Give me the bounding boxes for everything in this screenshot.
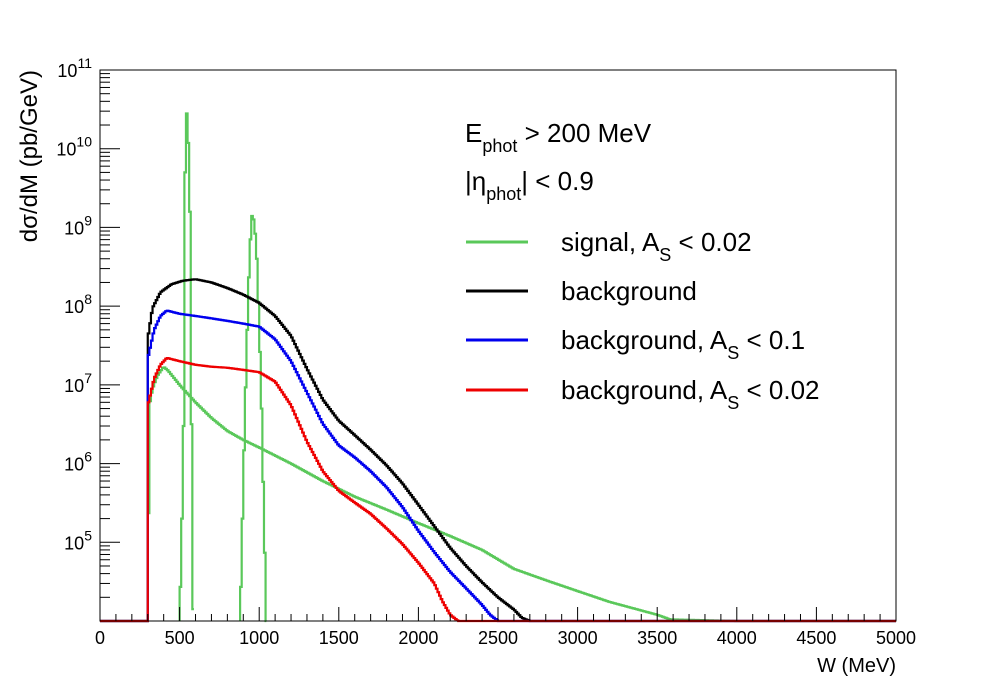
series-peak-0-1 <box>239 214 267 623</box>
annotation-0-sub: phot <box>482 136 517 156</box>
y-tick-exponent: 9 <box>84 212 92 228</box>
legend-label-3-sub: S <box>727 393 739 413</box>
series-peak-0-0 <box>178 112 194 621</box>
y-tick-base: 10 <box>64 455 84 475</box>
y-axis-title: dσ/dM (pb/GeV) <box>16 70 43 242</box>
legend-label-0: signal, AS < 0.02 <box>561 227 752 265</box>
y-tick-exponent: 10 <box>76 134 92 150</box>
annotations: Ephot > 200 MeV|ηphot| < 0.9 <box>465 118 652 204</box>
annotation-1: |ηphot| < 0.9 <box>465 166 594 204</box>
y-tick-label: 107 <box>64 370 92 396</box>
y-tick-label: 109 <box>64 212 92 238</box>
legend-label-0-main: signal, A <box>561 227 660 257</box>
x-tick-label: 4500 <box>796 628 836 648</box>
y-tick-label: 106 <box>64 449 92 475</box>
legend-label-1: background <box>561 276 697 306</box>
legend-label-3: background, AS < 0.02 <box>561 375 819 413</box>
annotation-0: Ephot > 200 MeV <box>465 118 652 156</box>
legend-label-0-sub: S <box>659 245 671 265</box>
x-axis-title: W (MeV) <box>817 655 896 677</box>
legend-label-2-main: background, A <box>561 325 728 355</box>
legend-label-2: background, AS < 0.1 <box>561 325 805 363</box>
annotation-1-sub: phot <box>486 184 521 204</box>
y-tick-base: 10 <box>64 218 84 238</box>
x-tick-label: 500 <box>165 628 195 648</box>
y-tick-label: 105 <box>64 527 92 553</box>
x-tick-label: 2500 <box>478 628 518 648</box>
legend-label-0-rest: < 0.02 <box>671 227 751 257</box>
x-tick-label: 3000 <box>558 628 598 648</box>
x-tick-label: 4000 <box>717 628 757 648</box>
x-tick-label: 1000 <box>239 628 279 648</box>
y-tick-base: 10 <box>57 61 77 81</box>
y-tick-exponent: 8 <box>84 291 92 307</box>
legend-label-3-main: background, A <box>561 375 728 405</box>
legend-label-1-main: background <box>561 276 697 306</box>
x-axis: 0 500 1000 1500 2000 2500 3000 3500 4000 4500 5000 <box>95 607 916 648</box>
y-tick-label: 1011 <box>57 55 92 81</box>
y-tick-exponent: 6 <box>84 449 92 465</box>
y-tick-label: 108 <box>64 291 92 317</box>
annotation-1-rest: | < 0.9 <box>521 166 594 196</box>
x-tick-label: 3500 <box>637 628 677 648</box>
y-tick-base: 10 <box>64 376 84 396</box>
annotation-0-rest: > 200 MeV <box>517 118 651 148</box>
y-tick-exponent: 7 <box>84 370 92 386</box>
x-tick-label: 5000 <box>876 628 916 648</box>
y-tick-base: 10 <box>56 140 76 160</box>
legend-label-2-rest: < 0.1 <box>739 325 805 355</box>
annotation-0-main: E <box>465 118 482 148</box>
y-tick-base: 10 <box>64 533 84 553</box>
x-tick-label: 1500 <box>319 628 359 648</box>
annotation-1-main: |η <box>465 166 486 196</box>
y-tick-label: 1010 <box>56 134 92 160</box>
x-tick-label: 0 <box>95 628 105 648</box>
y-tick-exponent: 11 <box>77 55 92 71</box>
legend-label-3-rest: < 0.02 <box>739 375 819 405</box>
y-tick-exponent: 5 <box>84 527 92 543</box>
x-tick-label: 2000 <box>398 628 438 648</box>
y-tick-base: 10 <box>64 297 84 317</box>
legend-label-2-sub: S <box>727 343 739 363</box>
